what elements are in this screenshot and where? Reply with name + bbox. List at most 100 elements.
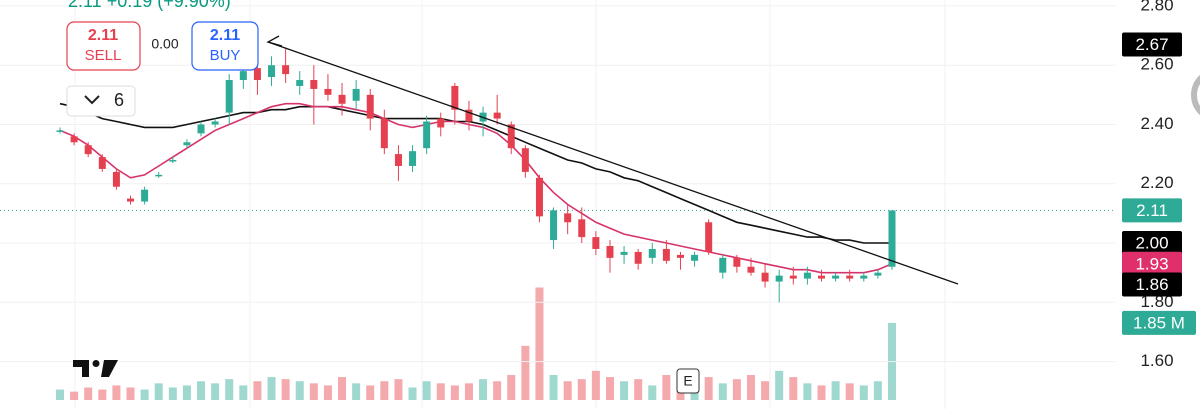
volume-bar — [620, 381, 629, 400]
candle-body — [535, 177, 543, 217]
tv-logo — [73, 360, 118, 377]
volume-bar — [338, 377, 347, 400]
price-label: 1.86 — [1135, 275, 1168, 294]
trend-line — [267, 41, 959, 285]
candle-body — [310, 80, 318, 89]
candle-body — [803, 272, 811, 279]
y-tick-label: 1.80 — [1140, 292, 1173, 311]
volume-bar — [591, 370, 600, 400]
volume-bar — [479, 379, 488, 400]
volume-bar — [309, 383, 318, 400]
interval-dropdown[interactable]: 6 — [66, 85, 136, 117]
volume-bar — [605, 377, 614, 400]
candle-body — [860, 275, 868, 279]
candle-body — [183, 142, 191, 146]
candle-body — [564, 213, 572, 223]
candle-body — [169, 160, 177, 162]
dropdown-box[interactable] — [66, 85, 136, 117]
volume-layer — [56, 287, 896, 400]
volume-bar — [493, 381, 502, 400]
volume-bar — [831, 381, 840, 400]
price-label: 1.93 — [1135, 254, 1168, 273]
sell-price[interactable]: 2.11 — [88, 27, 118, 44]
volume-bar — [761, 381, 770, 400]
candle-body — [705, 222, 713, 252]
volume-bar — [394, 379, 403, 400]
y-tick-label: 1.60 — [1140, 351, 1173, 370]
volume-bar — [521, 345, 530, 400]
candle-body — [648, 248, 656, 258]
y-tick-label: 2.20 — [1140, 173, 1173, 192]
sell-button[interactable]: 2.11 SELL — [66, 21, 141, 71]
volume-bar — [718, 383, 727, 400]
price-label-box — [1122, 251, 1182, 276]
price-label: 2.67 — [1135, 35, 1168, 54]
volume-bar — [267, 377, 276, 400]
moving-average — [59, 102, 893, 274]
volume-bar — [380, 381, 389, 400]
event-box[interactable] — [676, 368, 700, 394]
candle-body — [296, 80, 304, 86]
candle-body — [211, 121, 219, 125]
volume-bar — [859, 385, 868, 400]
volume-bar — [535, 287, 544, 400]
candle-body — [578, 219, 586, 238]
candle-body — [465, 109, 473, 122]
candle-body — [268, 65, 276, 78]
volume-bar — [98, 389, 107, 400]
candle-body — [521, 148, 529, 172]
volume-bar — [563, 381, 572, 400]
price-label: 2.00 — [1135, 234, 1168, 253]
candle-body — [451, 85, 459, 110]
volume-label: 1.85 M — [1133, 313, 1185, 332]
volume-bar — [648, 385, 657, 400]
y-tick-label: 2.40 — [1140, 114, 1173, 133]
side-handle[interactable] — [1191, 71, 1200, 119]
volume-bar — [253, 381, 262, 400]
candle-body — [789, 275, 797, 279]
buy-button[interactable]: 2.11 BUY — [191, 21, 259, 71]
volume-bar — [197, 381, 206, 400]
chevron[interactable] — [84, 95, 100, 105]
candle-body — [352, 88, 360, 101]
buy-price[interactable]: 2.11 — [210, 27, 240, 44]
candle-body — [394, 154, 402, 166]
volume-bar — [422, 381, 431, 400]
volume-bar — [662, 375, 671, 400]
candle-body — [197, 124, 205, 134]
price-label-box — [1122, 272, 1182, 297]
sell-box[interactable] — [66, 21, 141, 71]
y-tick-label: 2.80 — [1140, 0, 1173, 14]
volume-bar — [817, 385, 826, 400]
moving-average — [59, 102, 892, 244]
candle-body — [817, 275, 825, 279]
candle-body — [423, 121, 431, 149]
candle-body — [324, 88, 332, 95]
candle-body — [606, 245, 614, 258]
event-marker[interactable]: E — [676, 368, 700, 394]
buy-box[interactable] — [191, 21, 259, 71]
interval[interactable]: 6 — [114, 90, 124, 110]
event-label[interactable]: E — [683, 373, 692, 389]
candle-body — [155, 174, 163, 177]
volume-bar — [281, 379, 290, 400]
candle-body — [141, 189, 149, 202]
volume-bar — [408, 387, 417, 400]
price-label-box — [1122, 198, 1182, 223]
candle-body — [380, 118, 388, 149]
volume-bar — [704, 377, 713, 400]
candle-body — [239, 71, 247, 81]
candle-body — [888, 210, 896, 267]
volume-bar — [126, 387, 135, 400]
candle-body — [592, 237, 600, 249]
volume-bar — [873, 381, 882, 400]
sell-label[interactable]: SELL — [85, 47, 122, 64]
candle-body — [366, 94, 374, 119]
buy-label[interactable]: BUY — [210, 47, 241, 64]
logo-part — [101, 360, 118, 377]
volume-bar — [450, 385, 459, 400]
trend-arrow — [266, 35, 283, 47]
price-label-box — [1122, 231, 1182, 256]
candle-body — [225, 80, 233, 113]
